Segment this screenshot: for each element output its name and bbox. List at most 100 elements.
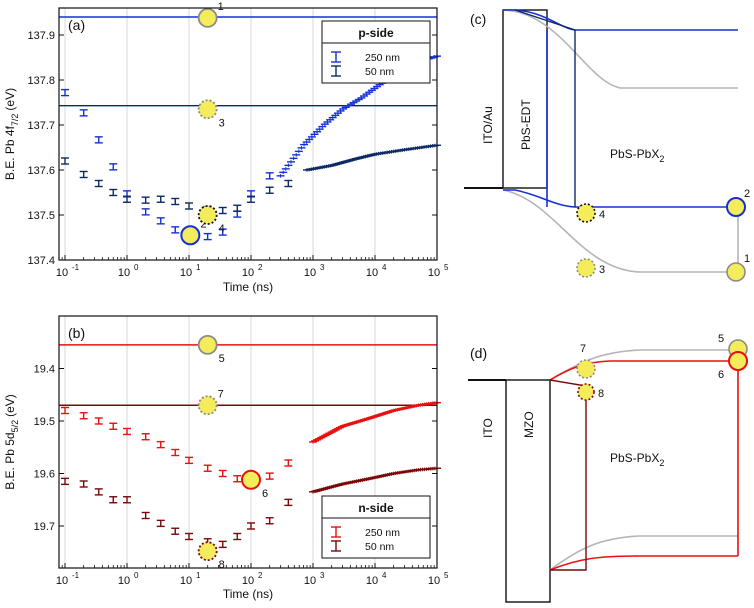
marker-5: 5 <box>197 334 225 365</box>
x-tick-label: 10 <box>242 267 254 279</box>
svg-text:2: 2 <box>200 218 206 230</box>
panel-d-band-diagram: (d) ITO MZO PbS-PbX2 7 8 5 6 <box>468 333 748 603</box>
data-point <box>79 480 88 488</box>
svg-text:3: 3 <box>219 117 225 129</box>
x-tick-label: 10 <box>428 575 440 587</box>
x-tick-label: 10 <box>180 575 192 587</box>
y-tick-label: 19.4 <box>34 364 55 376</box>
marker-c-3: 3 <box>576 258 605 278</box>
svg-text:1: 1 <box>744 253 750 265</box>
x-tick-label: 10 <box>56 267 68 279</box>
y-tick-label: 137.4 <box>27 255 55 267</box>
x-tick-exponent: 4 <box>382 263 387 272</box>
legend-label-250nm: 250 nm <box>365 527 400 539</box>
x-tick-label: 10 <box>118 267 130 279</box>
legend-swatch-250nm <box>331 526 341 538</box>
marker-8: 8 <box>197 541 225 571</box>
data-point <box>171 527 180 535</box>
data-point <box>123 496 132 504</box>
contact-label: ITO/Au <box>481 106 495 144</box>
data-point <box>61 157 70 165</box>
legend-label-50nm: 50 nm <box>365 66 394 78</box>
data-point <box>79 170 88 179</box>
layer1-label: MZO <box>522 411 536 438</box>
data-point <box>61 477 70 486</box>
data-point <box>233 204 242 212</box>
legend-label-250nm: 250 nm <box>365 52 400 64</box>
layer2-label: PbS-PbX2 <box>610 147 664 164</box>
data-point <box>284 179 293 188</box>
marker-c-1: 1 <box>726 253 750 282</box>
data-point <box>218 540 227 549</box>
svg-text:4: 4 <box>219 223 225 235</box>
data-point <box>185 532 194 541</box>
y-tick-label: 137.9 <box>27 30 55 42</box>
panel-b-ylabel: B.E. Pb 5d5/2(eV) <box>3 394 20 490</box>
data-point <box>79 109 88 117</box>
svg-text:8: 8 <box>219 559 225 571</box>
data-point <box>156 519 165 528</box>
data-point <box>109 163 118 171</box>
x-tick-label: 10 <box>180 267 192 279</box>
data-point <box>265 517 274 525</box>
layer2-label: PbS-PbX2 <box>610 451 664 468</box>
panel-b-letter: (b) <box>68 325 85 341</box>
y-tick-label: 19.6 <box>34 469 55 481</box>
gray-conduction-band <box>502 9 738 89</box>
data-point <box>156 217 165 225</box>
marker-c-2: 2 <box>726 188 750 217</box>
x-tick-label: 10 <box>304 575 316 587</box>
svg-text:7: 7 <box>218 388 224 400</box>
data-point <box>171 448 180 457</box>
x-tick-exponent: 5 <box>444 571 449 580</box>
panel-a-ticks: 10 -1 10 0 10 1 10 2 10 3 10 4 10 5 137.4 137.5 137.6 137… <box>27 30 449 279</box>
x-tick-label: 10 <box>366 575 378 587</box>
x-tick-label: 10 <box>118 575 130 587</box>
navy-band-line <box>514 9 576 207</box>
x-tick-label: 10 <box>304 267 316 279</box>
legend-title: n-side <box>358 501 394 515</box>
y-tick-label: 19.5 <box>34 416 55 428</box>
x-tick-exponent: 5 <box>444 263 449 272</box>
data-point <box>171 226 180 234</box>
gray-valence-band <box>549 535 738 571</box>
layer1-label: PbS-EDT <box>519 99 533 150</box>
marker-d-8: 8 <box>577 383 604 401</box>
svg-text:6: 6 <box>262 488 268 500</box>
data-point <box>218 469 227 478</box>
data-point <box>109 422 118 430</box>
panel-a-reference-lines <box>59 16 437 107</box>
marker-d-7: 7 <box>576 343 596 379</box>
data-point <box>185 456 194 465</box>
marker-4: 4 <box>197 205 225 235</box>
darkred-band-line <box>549 379 587 571</box>
y-tick-label: 137.8 <box>27 75 55 87</box>
svg-text:2: 2 <box>744 188 750 200</box>
panel-d-letter: (d) <box>470 345 487 361</box>
data-point <box>284 498 293 507</box>
panel-b-series <box>61 400 441 549</box>
data-point <box>265 472 274 480</box>
data-point <box>94 417 103 425</box>
x-tick-exponent: 1 <box>196 263 201 272</box>
x-tick-label: 10 <box>56 575 68 587</box>
legend-swatch-50nm <box>331 65 341 77</box>
legend-swatch-250nm <box>331 51 341 63</box>
svg-text:6: 6 <box>718 369 724 381</box>
svg-text:4: 4 <box>599 209 605 221</box>
marker-c-4: 4 <box>576 203 605 223</box>
panel-b-reference-lines <box>59 344 437 406</box>
marker-3: 3 <box>197 99 225 129</box>
x-tick-exponent: 0 <box>134 263 139 272</box>
panel-b-legend: n-side 250 nm 50 nm <box>321 495 431 559</box>
x-tick-label: 10 <box>428 267 440 279</box>
x-tick-exponent: 3 <box>320 263 325 272</box>
gray-valence-band <box>502 189 738 273</box>
panel-b-ticks: 10 -1 10 0 10 1 10 2 10 3 10 4 10 5 19.4 19.5 19.6 19.7 <box>34 364 449 588</box>
panel-a-xlabel: Time (ns) <box>223 280 273 294</box>
panel-b-markers: 5 7 6 8 <box>197 334 268 571</box>
legend-title: p-side <box>358 26 394 40</box>
data-point <box>233 532 242 541</box>
